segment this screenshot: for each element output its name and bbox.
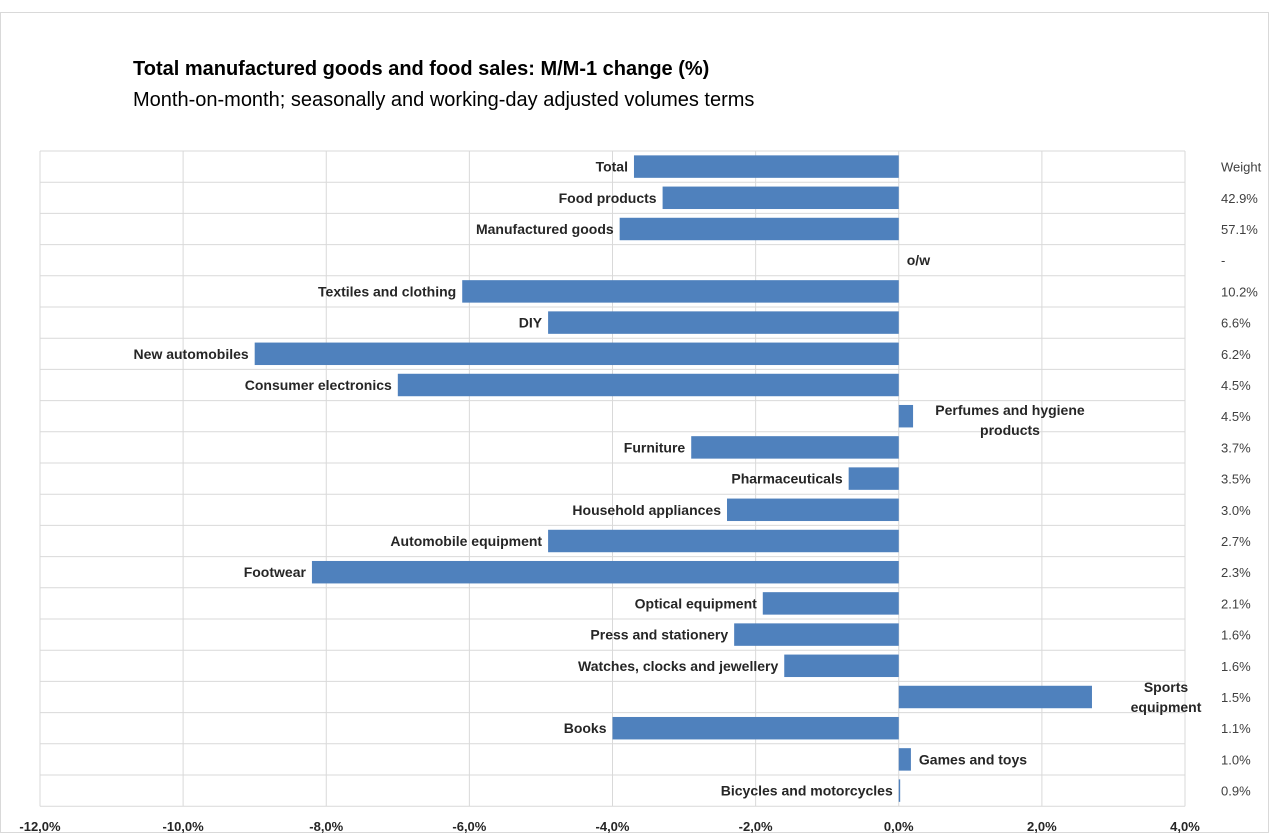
weight-value: 1.1% bbox=[1221, 721, 1251, 736]
category-label: Books bbox=[564, 720, 607, 736]
category-label: Footwear bbox=[244, 564, 307, 580]
weight-value: 3.0% bbox=[1221, 503, 1251, 518]
bar bbox=[762, 592, 899, 615]
bar bbox=[548, 311, 899, 334]
category-label: Sports equipment bbox=[1131, 679, 1202, 715]
weight-value: 57.1% bbox=[1221, 222, 1258, 237]
category-label: Perfumes and hygiene products bbox=[935, 402, 1085, 438]
category-label: Games and toys bbox=[919, 751, 1027, 767]
category-label: Furniture bbox=[624, 439, 686, 455]
category-label: Optical equipment bbox=[635, 595, 757, 611]
weight-value: 1.6% bbox=[1221, 628, 1251, 643]
bar bbox=[462, 280, 899, 303]
chart-title: Total manufactured goods and food sales:… bbox=[133, 58, 710, 80]
bar bbox=[254, 342, 899, 366]
weight-value: 42.9% bbox=[1221, 191, 1258, 206]
category-label: Food products bbox=[559, 190, 657, 206]
weight-value: 1.0% bbox=[1221, 752, 1251, 767]
weight-value: 6.6% bbox=[1221, 316, 1251, 331]
bar bbox=[898, 779, 901, 802]
category-label: Bicycles and motorcycles bbox=[721, 783, 893, 799]
bar bbox=[633, 155, 899, 178]
bar bbox=[898, 685, 1092, 709]
category-label: Consumer electronics bbox=[245, 377, 392, 393]
weight-value: 4.5% bbox=[1221, 409, 1251, 424]
bar bbox=[691, 436, 899, 459]
weight-value: 2.3% bbox=[1221, 565, 1251, 580]
weight-value: 6.2% bbox=[1221, 347, 1251, 362]
weight-value: 3.7% bbox=[1221, 440, 1251, 455]
bar bbox=[898, 748, 911, 771]
category-label: Household appliances bbox=[572, 502, 721, 518]
category-label: New automobiles bbox=[134, 346, 249, 362]
x-tick-label: -6,0% bbox=[452, 819, 486, 834]
bar bbox=[612, 716, 899, 740]
bar bbox=[898, 404, 914, 428]
x-tick-label: -12,0% bbox=[19, 819, 61, 834]
chart-subtitle: Month-on-month; seasonally and working-d… bbox=[133, 89, 755, 111]
x-tick-label: -8,0% bbox=[309, 819, 343, 834]
weight-value: 2.7% bbox=[1221, 534, 1251, 549]
weight-value: 1.6% bbox=[1221, 659, 1251, 674]
bar bbox=[548, 529, 899, 553]
weight-value: 1.5% bbox=[1221, 690, 1251, 705]
category-label: Press and stationery bbox=[590, 627, 728, 643]
x-tick-label: 2,0% bbox=[1027, 819, 1057, 834]
chart-frame bbox=[0, 12, 1269, 833]
category-label: Total bbox=[596, 159, 628, 175]
category-label: Textiles and clothing bbox=[318, 283, 456, 299]
category-label: Pharmaceuticals bbox=[731, 471, 842, 487]
weight-value: 2.1% bbox=[1221, 596, 1251, 611]
bar bbox=[662, 186, 899, 210]
category-label: Automobile equipment bbox=[390, 533, 542, 549]
bar bbox=[619, 217, 899, 241]
x-tick-label: -10,0% bbox=[163, 819, 205, 834]
bar bbox=[727, 498, 899, 522]
bar bbox=[734, 623, 899, 646]
category-label: Watches, clocks and jewellery bbox=[578, 658, 778, 674]
weight-value: 10.2% bbox=[1221, 284, 1258, 299]
bar bbox=[848, 467, 899, 490]
weight-value: 4.5% bbox=[1221, 378, 1251, 393]
weight-value: 3.5% bbox=[1221, 472, 1251, 487]
weight-value: - bbox=[1221, 253, 1225, 268]
category-label: Manufactured goods bbox=[476, 221, 614, 237]
bar bbox=[311, 560, 899, 584]
bar bbox=[784, 654, 899, 678]
category-label: o/w bbox=[907, 252, 930, 268]
x-tick-label: 4,0% bbox=[1170, 819, 1200, 834]
x-tick-label: -2,0% bbox=[739, 819, 773, 834]
x-tick-label: -4,0% bbox=[596, 819, 630, 834]
bar bbox=[397, 373, 899, 397]
x-tick-label: 0,0% bbox=[884, 819, 914, 834]
weight-value: 0.9% bbox=[1221, 784, 1251, 799]
category-label: DIY bbox=[519, 315, 543, 331]
weight-header: Weight bbox=[1221, 160, 1262, 175]
